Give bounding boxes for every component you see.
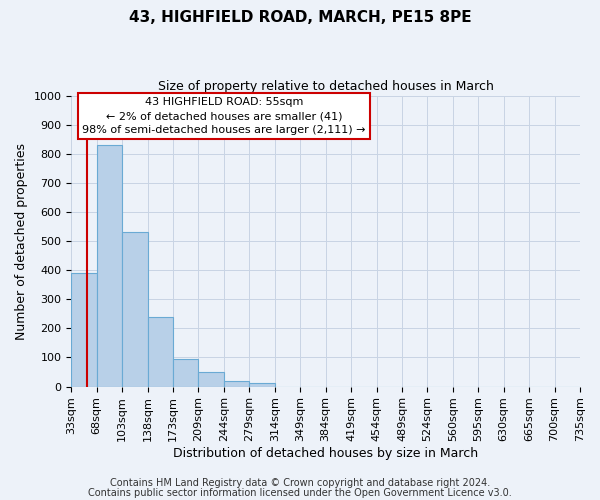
Y-axis label: Number of detached properties: Number of detached properties [15, 142, 28, 340]
Bar [173, 359, 199, 386]
Bar [250, 383, 275, 386]
Bar [97, 145, 122, 386]
Bar [71, 273, 97, 386]
Bar [148, 316, 173, 386]
Text: 43, HIGHFIELD ROAD, MARCH, PE15 8PE: 43, HIGHFIELD ROAD, MARCH, PE15 8PE [128, 10, 472, 25]
Bar [224, 381, 250, 386]
Title: Size of property relative to detached houses in March: Size of property relative to detached ho… [158, 80, 494, 93]
X-axis label: Distribution of detached houses by size in March: Distribution of detached houses by size … [173, 447, 478, 460]
Text: Contains HM Land Registry data © Crown copyright and database right 2024.: Contains HM Land Registry data © Crown c… [110, 478, 490, 488]
Bar [122, 232, 148, 386]
Text: Contains public sector information licensed under the Open Government Licence v3: Contains public sector information licen… [88, 488, 512, 498]
Text: 43 HIGHFIELD ROAD: 55sqm
← 2% of detached houses are smaller (41)
98% of semi-de: 43 HIGHFIELD ROAD: 55sqm ← 2% of detache… [82, 97, 365, 135]
Bar [199, 372, 224, 386]
